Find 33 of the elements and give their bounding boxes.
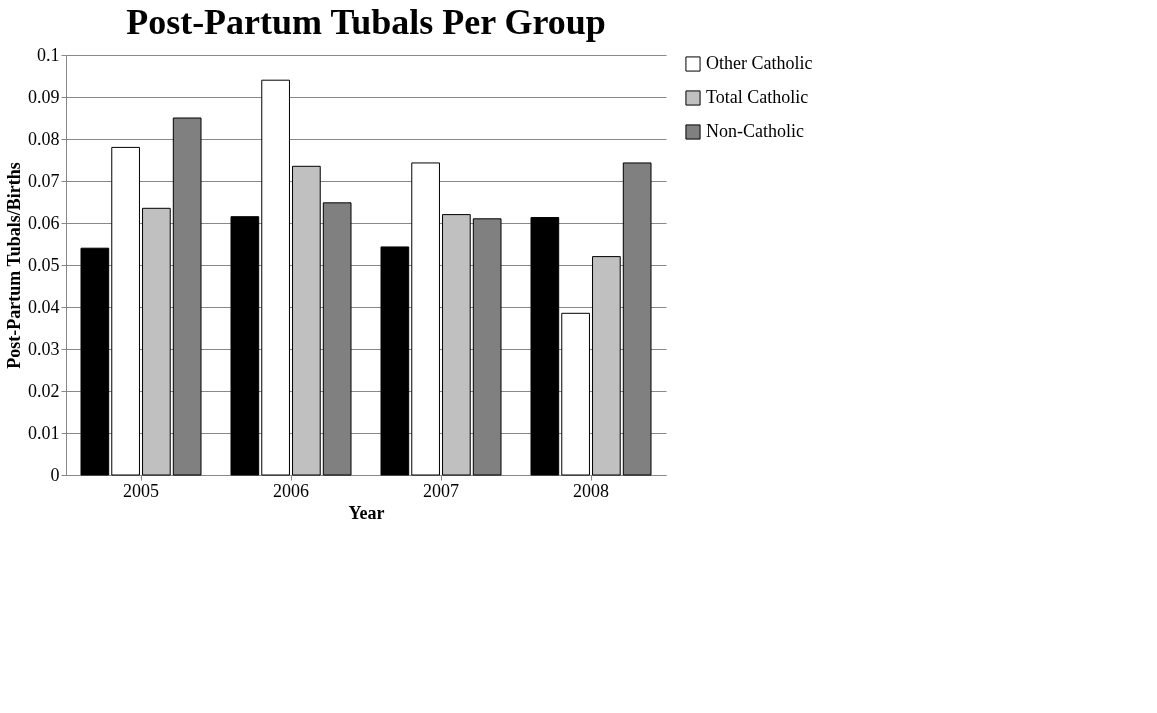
bar [80, 247, 110, 476]
y-tick-label: 0.06 [28, 212, 60, 233]
x-tick-label: 2006 [273, 480, 309, 501]
y-tick-label: 0 [50, 464, 60, 485]
bar [380, 246, 410, 476]
bar [442, 214, 471, 476]
bar [561, 312, 590, 476]
bar [111, 146, 140, 476]
bar [261, 79, 290, 476]
x-tick-label: 2008 [573, 480, 609, 501]
y-tick-label: 0.1 [37, 44, 60, 65]
bar [530, 217, 560, 476]
y-tick-label: 0.01 [28, 422, 60, 443]
y-axis-title: Post-Partum Tubals/Births [4, 162, 24, 369]
x-tick-label: 2005 [123, 480, 159, 501]
chart-title: Post-Partum Tubals Per Group [126, 2, 606, 42]
y-tick-label: 0.08 [28, 128, 60, 149]
bar [230, 216, 260, 476]
y-tick-label: 0.05 [28, 254, 60, 275]
legend-label: Non-Catholic [706, 121, 804, 141]
legend-label: Total Catholic [706, 87, 809, 107]
x-tick-label: 2007 [423, 480, 459, 501]
legend-label: Other Catholic [706, 53, 813, 73]
bar [592, 256, 621, 476]
bar [142, 207, 171, 476]
y-tick-label: 0.09 [28, 86, 60, 107]
bar [411, 162, 440, 476]
x-axis-title: Year [348, 502, 385, 523]
bar [292, 165, 321, 476]
y-tick-label: 0.03 [28, 338, 60, 359]
y-tick-label: 0.04 [28, 296, 60, 317]
y-tick-label: 0.07 [28, 170, 60, 191]
y-tick-label: 0.02 [28, 380, 60, 401]
